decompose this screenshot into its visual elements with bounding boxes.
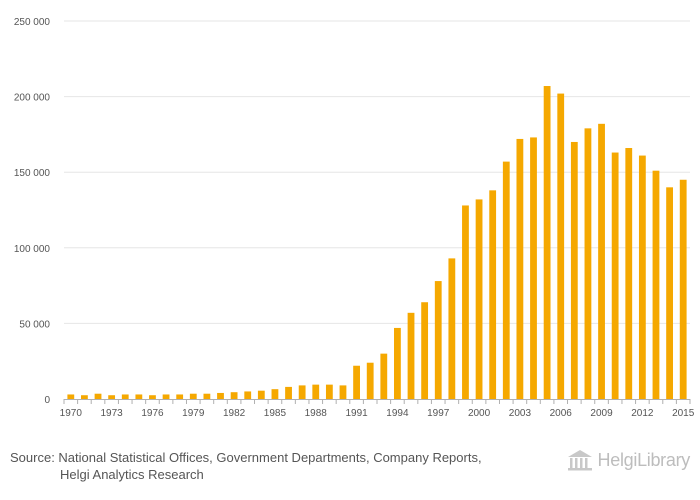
bar xyxy=(625,148,633,399)
bar xyxy=(189,393,197,399)
bar xyxy=(530,137,537,399)
x-tick-label: 1976 xyxy=(141,408,164,419)
bar xyxy=(394,327,401,399)
y-tick-label: 150 000 xyxy=(14,168,51,179)
source-note: Source: National Statistical Offices, Go… xyxy=(10,449,550,483)
bar xyxy=(380,353,388,399)
bar xyxy=(543,86,551,400)
bar xyxy=(67,394,75,399)
bar xyxy=(149,395,156,399)
bar xyxy=(570,141,578,399)
bar xyxy=(638,155,646,399)
x-tick-label: 2006 xyxy=(550,408,573,419)
y-tick-label: 50 000 xyxy=(19,319,50,330)
bar xyxy=(108,395,116,399)
x-tick-label: 2000 xyxy=(468,408,491,419)
x-tick-label: 1994 xyxy=(386,408,409,419)
bar xyxy=(285,386,292,399)
bar xyxy=(81,395,88,399)
bar xyxy=(203,393,211,399)
x-tick-label: 2012 xyxy=(631,408,654,419)
bar xyxy=(366,362,374,399)
x-tick-label: 1970 xyxy=(60,408,83,419)
x-tick-label: 1973 xyxy=(101,408,124,419)
bar xyxy=(434,281,442,399)
x-tick-label: 1991 xyxy=(345,408,368,419)
y-tick-label: 200 000 xyxy=(14,93,51,104)
bar xyxy=(516,138,524,399)
bar xyxy=(257,390,265,399)
bar xyxy=(298,385,306,399)
bar xyxy=(611,152,619,399)
brand-name: HelgiLibrary xyxy=(597,449,691,470)
bar xyxy=(584,128,592,400)
bar xyxy=(679,179,687,399)
bar xyxy=(407,312,415,399)
bar xyxy=(462,205,469,399)
source-line-2: Helgi Analytics Research xyxy=(60,467,204,482)
library-building-icon xyxy=(567,450,592,471)
bar xyxy=(475,199,483,399)
x-tick-label: 2015 xyxy=(672,408,695,419)
bar xyxy=(176,394,184,399)
source-line-1: Source: National Statistical Offices, Go… xyxy=(10,450,482,465)
bar xyxy=(271,389,279,399)
bar xyxy=(448,258,456,399)
bar xyxy=(339,385,347,399)
bar xyxy=(489,190,497,399)
x-tick-label: 1985 xyxy=(264,408,287,419)
brand-logo: HelgiLibrary xyxy=(567,448,690,472)
bar xyxy=(598,123,605,399)
bar xyxy=(652,170,660,399)
bar xyxy=(312,384,320,399)
bar xyxy=(353,365,360,399)
bar xyxy=(421,302,429,399)
bar xyxy=(244,391,252,399)
bar xyxy=(121,394,129,399)
x-tick-label: 2003 xyxy=(509,408,532,419)
x-tick-label: 1988 xyxy=(305,408,328,419)
y-tick-label: 250 000 xyxy=(14,17,51,28)
x-tick-label: 1982 xyxy=(223,408,246,419)
bar xyxy=(217,392,224,399)
bar xyxy=(162,394,170,399)
x-tick-label: 1997 xyxy=(427,408,450,419)
bar xyxy=(94,393,102,399)
bar-chart: 0 50 000 100 000 150 000 200 000 250 000 1970 1… xyxy=(14,17,695,419)
bar xyxy=(135,394,143,399)
bar xyxy=(230,392,238,399)
bar xyxy=(666,187,673,399)
x-tick-label: 2009 xyxy=(590,408,613,419)
y-tick-label: 100 000 xyxy=(14,244,51,255)
bar xyxy=(325,384,333,399)
y-tick-label: 0 xyxy=(44,395,50,406)
bar xyxy=(502,161,510,399)
bar xyxy=(557,93,565,400)
x-tick-label: 1979 xyxy=(182,408,205,419)
